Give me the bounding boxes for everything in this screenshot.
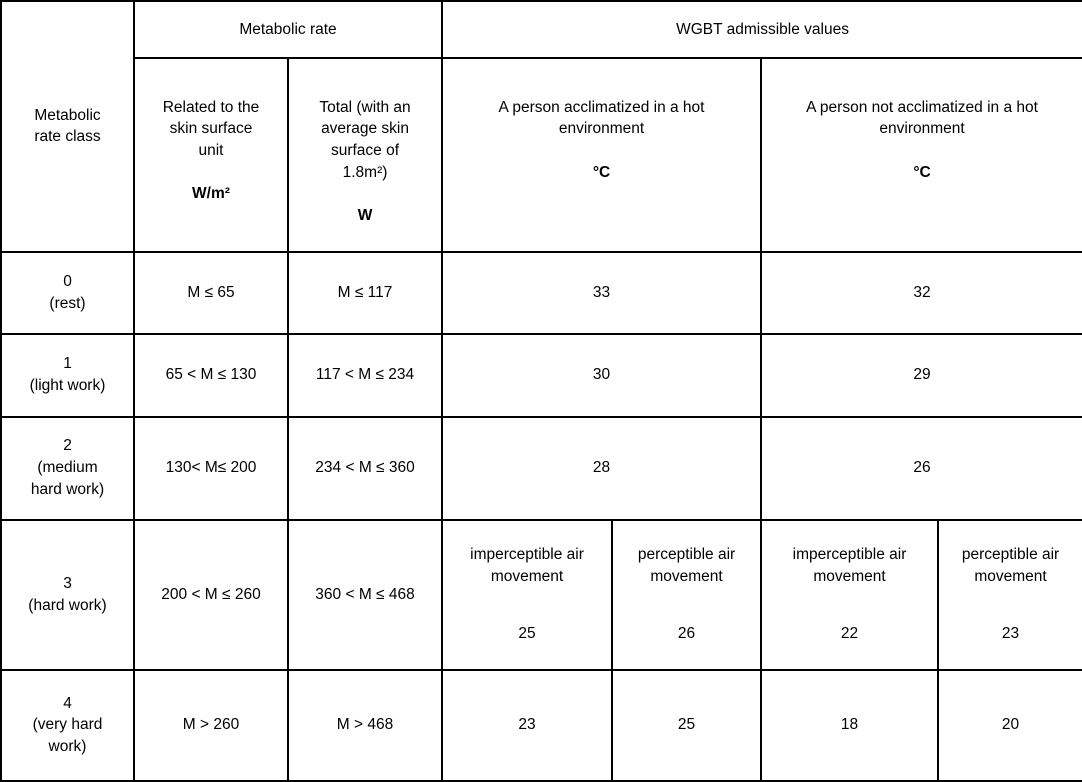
class-2-label: 2 (medium hard work) [0, 415, 135, 521]
class-3-not-acclimatized-imperceptible-air: imperceptible air movement 22 [760, 518, 940, 671]
header-not-acclimatized-text: A person not acclimatized in a hot envir… [806, 98, 1038, 138]
class-1-acclimatized-value: 30 [441, 332, 763, 418]
header-acclimatized-unit: °C [592, 163, 611, 181]
air-movement-label: perceptible air movement [961, 546, 1060, 585]
class-4-total-rate: M > 468 [286, 668, 444, 782]
header-related-skin-surface-text: Related to the skin surface unit [162, 98, 260, 160]
class-1-total-rate: 117 < M ≤ 234 [286, 332, 444, 418]
class-2-total-rate: 234 < M ≤ 360 [286, 415, 444, 521]
class-1-skin-rate: 65 < M ≤ 130 [133, 332, 289, 418]
class-3-acclimatized-imperceptible-air: imperceptible air movement 25 [441, 518, 614, 671]
class-0-skin-rate: M ≤ 65 [133, 250, 289, 335]
class-4-acclimatized-imperceptible-value: 23 [441, 668, 614, 782]
table-row-class-2: 2 (medium hard work) 130< M≤ 200 234 < M… [0, 415, 1082, 521]
class-3-not-acclimatized-perceptible-air: perceptible air movement 23 [937, 518, 1082, 671]
class-0-acclimatized-value: 33 [441, 250, 763, 335]
header-row-2: Related to the skin surface unit W/m² To… [1, 57, 1082, 253]
air-movement-value: 22 [840, 625, 859, 643]
header-total-skin-surface-text: Total (with an average skin surface of 1… [319, 98, 411, 181]
header-metabolic-rate-class: Metabolic rate class [0, 0, 135, 253]
class-2-acclimatized-value: 28 [441, 415, 763, 521]
header-not-acclimatized: A person not acclimatized in a hot envir… [760, 57, 1082, 253]
header-row-1: Metabolic rate class Metabolic rate WGBT… [0, 0, 1082, 253]
class-4-not-acclimatized-imperceptible-value: 18 [760, 668, 940, 782]
class-0-total-rate: M ≤ 117 [286, 250, 444, 335]
class-1-label: 1 (light work) [0, 332, 135, 418]
air-movement-label: perceptible air movement [637, 546, 736, 585]
class-2-not-acclimatized-value: 26 [760, 415, 1082, 521]
header-related-skin-surface-unit: W/m² [192, 185, 230, 203]
table-row-class-1: 1 (light work) 65 < M ≤ 130 117 < M ≤ 23… [0, 332, 1082, 418]
air-movement-label: imperceptible air movement [470, 546, 584, 585]
class-4-skin-rate: M > 260 [133, 668, 289, 782]
header-wgbt-admissible-values: WGBT admissible values [441, 0, 1082, 59]
header-metabolic-rate: Metabolic rate [132, 0, 444, 59]
header-total-skin-surface: Total (with an average skin surface of 1… [286, 57, 444, 253]
header-acclimatized: A person acclimatized in a hot environme… [441, 57, 763, 253]
air-movement-label: imperceptible air movement [792, 546, 907, 585]
header-acclimatized-text: A person acclimatized in a hot environme… [498, 98, 705, 138]
air-movement-value: 23 [1001, 625, 1020, 643]
class-3-total-rate: 360 < M ≤ 468 [286, 518, 444, 671]
air-movement-value: 26 [677, 625, 696, 643]
header-related-skin-surface: Related to the skin surface unit W/m² [133, 57, 289, 253]
air-movement-value: 25 [518, 625, 536, 643]
class-0-label: 0 (rest) [0, 250, 135, 335]
class-4-not-acclimatized-perceptible-value: 20 [937, 668, 1082, 782]
class-3-label: 3 (hard work) [0, 518, 135, 671]
table-row-class-0: 0 (rest) M ≤ 65 M ≤ 117 33 32 [0, 250, 1082, 335]
header-total-skin-surface-unit: W [357, 207, 373, 225]
class-0-not-acclimatized-value: 32 [760, 250, 1082, 335]
class-4-label: 4 (very hard work) [0, 668, 135, 782]
class-1-not-acclimatized-value: 29 [760, 332, 1082, 418]
table-row-class-4: 4 (very hard work) M > 260 M > 468 23 25… [0, 668, 1082, 782]
class-2-skin-rate: 130< M≤ 200 [133, 415, 289, 521]
class-3-acclimatized-perceptible-air: perceptible air movement 26 [611, 518, 763, 671]
header-not-acclimatized-unit: °C [913, 163, 931, 181]
class-4-acclimatized-perceptible-value: 25 [611, 668, 763, 782]
class-3-skin-rate: 200 < M ≤ 260 [133, 518, 289, 671]
table-row-class-3: 3 (hard work) 200 < M ≤ 260 360 < M ≤ 46… [0, 518, 1082, 671]
